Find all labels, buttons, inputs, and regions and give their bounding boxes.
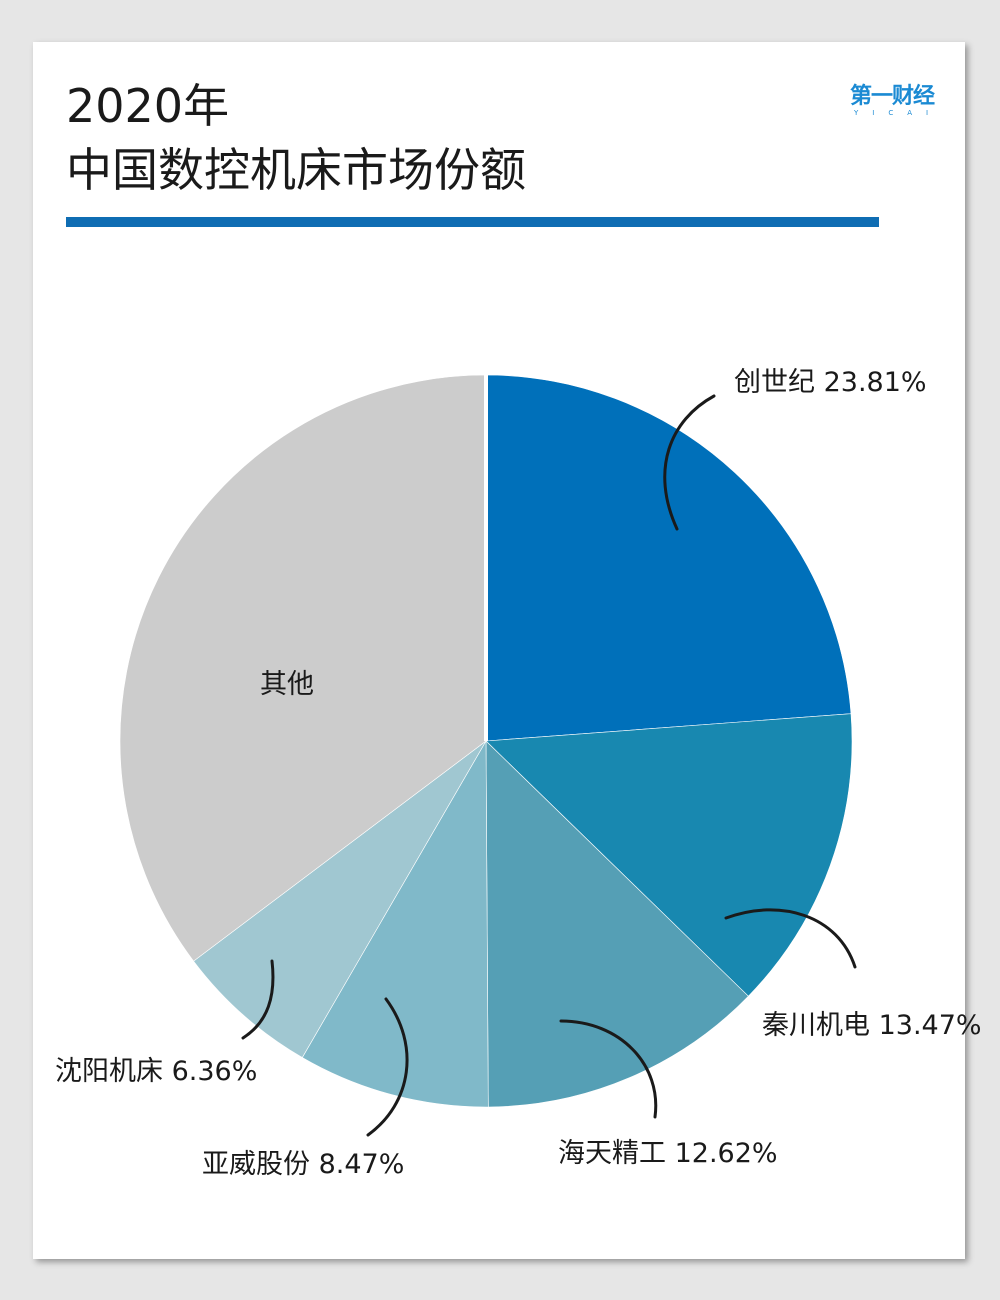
slice-label-5: 沈阳机床 6.36% (55, 1056, 257, 1087)
pie-slice-1 (485, 374, 852, 742)
chart-title: 中国数控机床市场份额 (66, 143, 526, 197)
pie-slice-5 (193, 740, 487, 1058)
yicai-logo-wordmark: 第一财经 (850, 84, 935, 109)
slice-label-2: 秦川机电 13.47% (762, 1010, 982, 1041)
pie-slice-2 (485, 713, 853, 997)
leader-line-1 (663, 394, 716, 531)
slice-label-6: 其他 (260, 669, 314, 700)
yicai-logo: 第一财经 YICAI (850, 85, 950, 125)
pie-slice-4 (301, 739, 489, 1108)
pie-slices (119, 373, 853, 1108)
pie-slice-3 (485, 740, 749, 1108)
slice-label-4: 亚威股份 8.47% (202, 1149, 404, 1180)
slice-labels: 创世纪 23.81% 秦川机电 13.47% 海天精工 12.62% 亚威股份 8.4… (55, 367, 982, 1180)
leader-line-2 (724, 908, 857, 969)
yicai-logo-subtext: YICAI (854, 109, 943, 117)
slice-label-3: 海天精工 12.62% (558, 1138, 778, 1169)
leader-line-3 (559, 1019, 658, 1119)
slice-label-1: 创世纪 23.81% (734, 367, 927, 398)
chart-title-year: 2020年 (66, 79, 230, 133)
leader-line-4 (366, 997, 409, 1137)
pie-slice-6 (119, 374, 487, 962)
title-underline (66, 217, 879, 227)
leader-line-5 (241, 959, 275, 1040)
leader-lines (241, 394, 857, 1137)
